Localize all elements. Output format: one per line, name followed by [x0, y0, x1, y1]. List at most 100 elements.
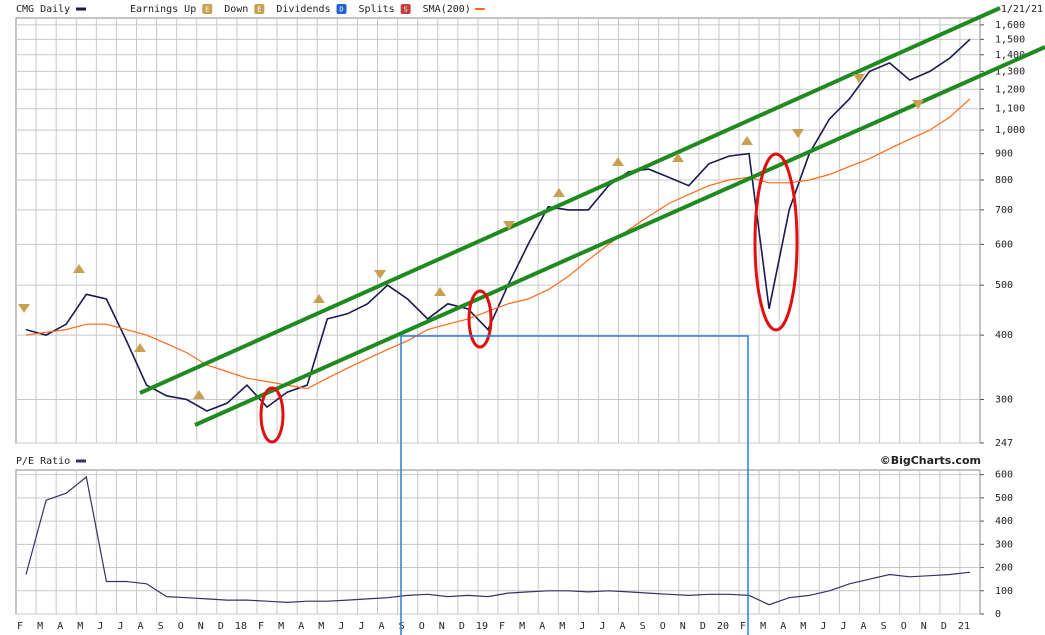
legend-label: Dividends — [276, 4, 330, 15]
y-tick-label: 1,500 — [995, 34, 1025, 45]
y-tick-label: 500 — [995, 280, 1013, 291]
legend-label: Splits — [359, 4, 395, 15]
legend-label: Down — [224, 4, 248, 15]
y-tick-label: 800 — [995, 175, 1013, 186]
legend-icon-label: D — [339, 6, 343, 14]
earnings-marker — [612, 157, 624, 166]
legend-icon-label: S — [404, 6, 408, 14]
x-tick-label: F — [258, 621, 264, 632]
x-tick-label: A — [298, 621, 304, 632]
x-tick-label: A — [861, 621, 867, 632]
earnings-marker — [853, 74, 865, 83]
earnings-marker — [134, 343, 146, 352]
y-tick-label: 200 — [995, 563, 1013, 574]
legend-label: CMG Daily — [16, 4, 70, 15]
trend-line — [139, 6, 1001, 395]
earnings-marker — [18, 304, 30, 313]
legend-icon-label: E — [205, 6, 209, 14]
x-tick-label: F — [17, 621, 23, 632]
x-tick-label: O — [178, 621, 184, 632]
earnings-marker — [73, 264, 85, 273]
mark-layer — [25, 38, 971, 606]
x-tick-label: O — [901, 621, 907, 632]
earnings-marker — [434, 287, 446, 296]
highlight-ellipse — [753, 152, 799, 332]
earnings-marker — [503, 221, 515, 230]
x-tick-label: D — [218, 621, 224, 632]
series-line — [25, 475, 971, 606]
x-tick-label: N — [921, 621, 927, 632]
y-tick-label: 900 — [995, 149, 1013, 160]
legend-icon — [336, 4, 347, 14]
x-tick-label: J — [358, 621, 364, 632]
y-tick-label: 300 — [995, 539, 1013, 550]
y-tick-label: 1,200 — [995, 84, 1025, 95]
y-tick-label: 1,400 — [995, 50, 1025, 61]
y-tick-label: 0 — [995, 609, 1001, 620]
y-tick-label: 700 — [995, 205, 1013, 216]
x-tick-label: 21 — [958, 621, 970, 632]
x-tick-label: D — [700, 621, 706, 632]
y-tick-label: 1,600 — [995, 20, 1025, 31]
x-tick-label: N — [680, 621, 686, 632]
panel-label: P/E Ratio — [16, 456, 70, 467]
highlight-ellipse — [259, 386, 285, 444]
x-tick-label: J — [840, 621, 846, 632]
x-tick-label: 19 — [476, 621, 488, 632]
x-tick-label: M — [77, 621, 83, 632]
earnings-marker — [672, 153, 684, 162]
reference-line — [400, 335, 749, 635]
x-tick-label: A — [539, 621, 545, 632]
grid-layer: 247 300 400 500 600 700 800 900 1,000 1,100 1,200 1… — [16, 18, 1025, 632]
x-tick-label: A — [379, 621, 385, 632]
x-tick-label: N — [439, 621, 445, 632]
x-tick-label: 18 — [235, 621, 247, 632]
x-tick-label: F — [740, 621, 746, 632]
legend-icon-label: E — [257, 6, 261, 14]
x-tick-label: A — [57, 621, 63, 632]
legend-label: Earnings Up — [130, 4, 196, 15]
earnings-markers — [18, 74, 924, 399]
earnings-marker — [741, 136, 753, 145]
x-tick-label: S — [158, 621, 164, 632]
y-tick-label: 100 — [995, 586, 1013, 597]
earnings-marker — [313, 294, 325, 303]
y-tick-label: 400 — [995, 516, 1013, 527]
x-tick-label: J — [820, 621, 826, 632]
x-tick-label: 20 — [717, 621, 729, 632]
earnings-marker — [193, 390, 205, 399]
earnings-marker — [553, 188, 565, 197]
x-tick-label: A — [138, 621, 144, 632]
x-tick-label: S — [881, 621, 887, 632]
legend-icon — [254, 4, 265, 14]
series-line — [25, 98, 971, 390]
x-tick-label: S — [640, 621, 646, 632]
x-tick-label: J — [599, 621, 605, 632]
x-tick-label: J — [338, 621, 344, 632]
x-tick-label: J — [117, 621, 123, 632]
x-tick-label: M — [760, 621, 766, 632]
x-tick-label: O — [660, 621, 666, 632]
x-tick-label: A — [620, 621, 626, 632]
x-tick-label: M — [800, 621, 806, 632]
x-tick-label: F — [499, 621, 505, 632]
legend-icon — [202, 4, 213, 14]
x-tick-label: J — [579, 621, 585, 632]
legend-label: SMA(200) — [423, 4, 471, 15]
earnings-marker — [912, 100, 924, 109]
x-tick-label: M — [519, 621, 525, 632]
x-tick-label: M — [37, 621, 43, 632]
y-tick-label: 600 — [995, 470, 1013, 481]
x-tick-label: J — [97, 621, 103, 632]
x-tick-label: A — [780, 621, 786, 632]
y-tick-label: 400 — [995, 330, 1013, 341]
x-tick-label: M — [278, 621, 284, 632]
y-tick-label: 1,000 — [995, 125, 1025, 136]
trend-line — [194, 45, 1045, 427]
y-tick-label: 1,300 — [995, 66, 1025, 77]
x-tick-label: D — [941, 621, 947, 632]
legend: CMG Daily Earnings Up E Down E Dividends D Spl… — [16, 4, 485, 15]
legend-icon — [400, 4, 411, 14]
